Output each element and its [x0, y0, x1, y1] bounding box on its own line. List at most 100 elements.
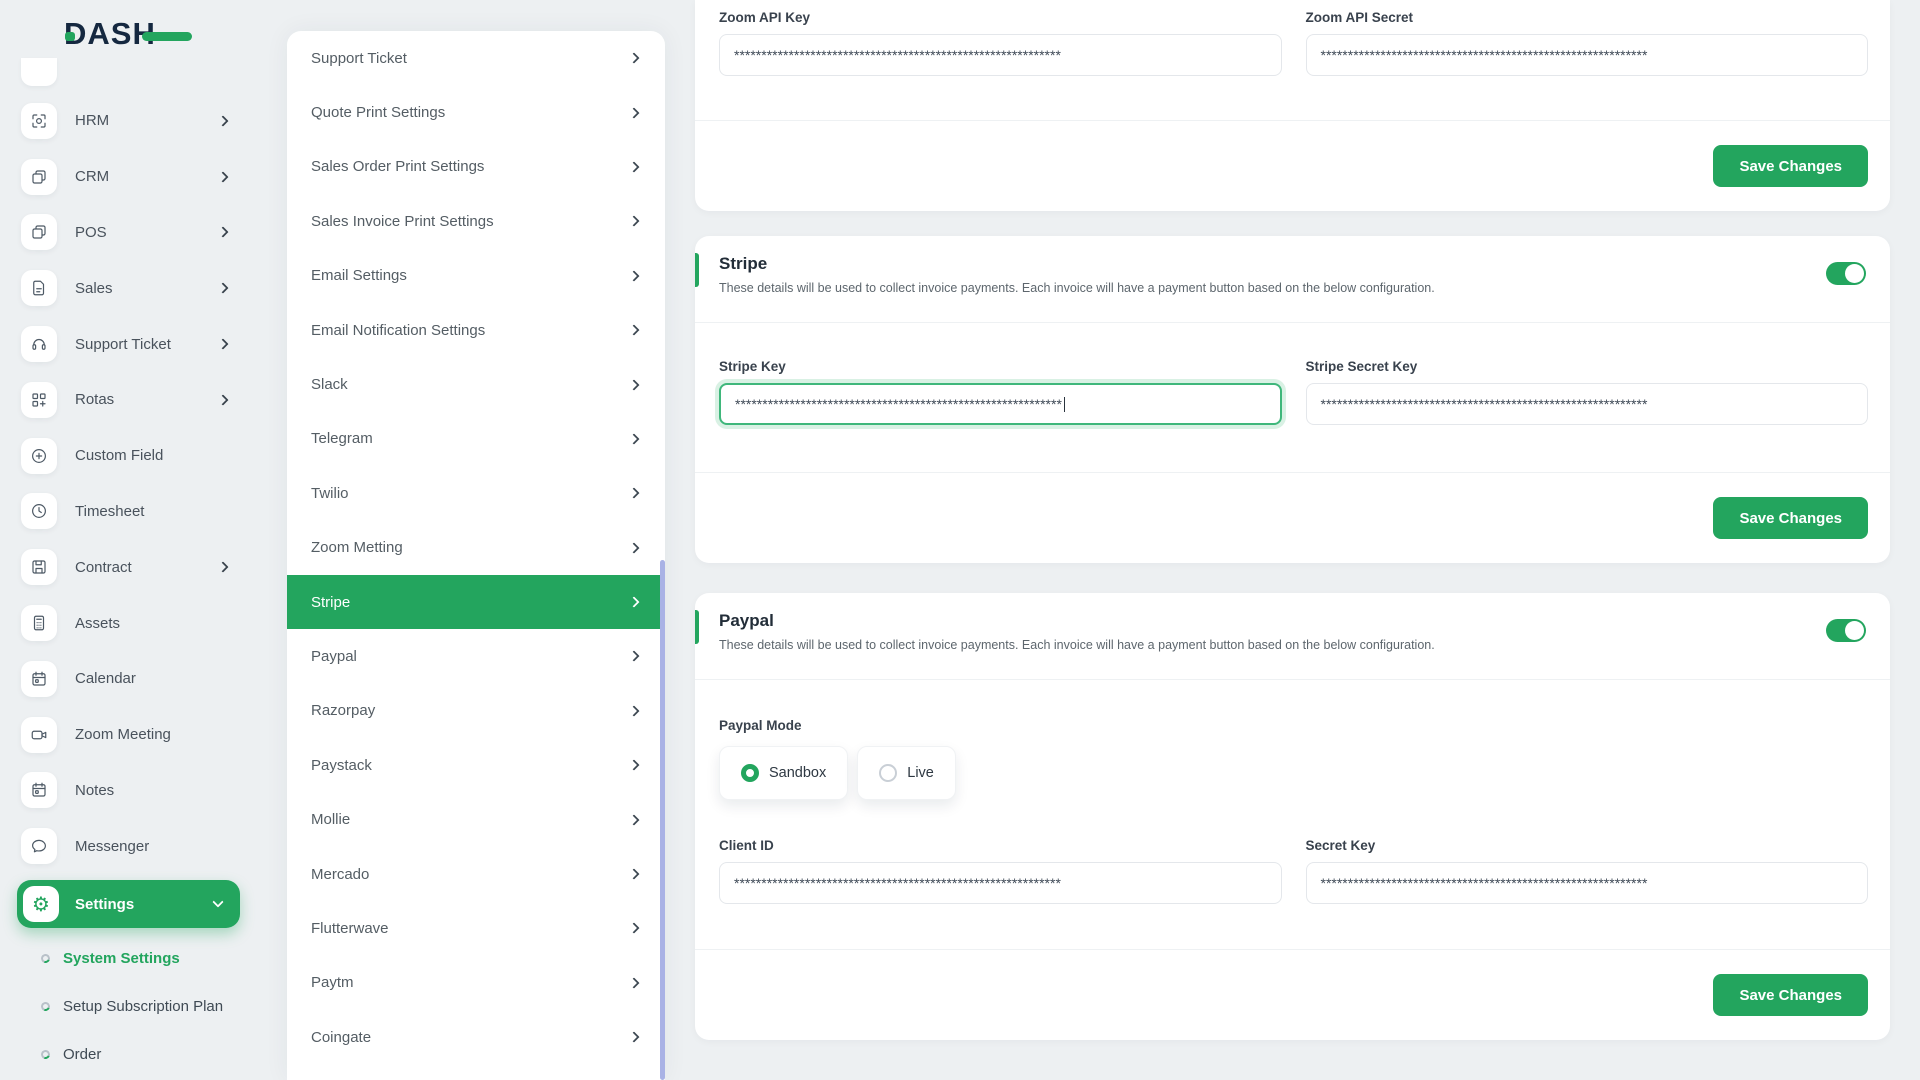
sidebar-nav: HRM CRM POS Sales Support Ticket Rotas: [0, 93, 285, 874]
zoom-api-key-field: Zoom API Key ***************************…: [719, 10, 1282, 76]
sidebar-item-custom-field[interactable]: Custom Field: [0, 428, 285, 484]
app-logo-text: DASH: [64, 16, 156, 51]
paypal-mode-live-radio[interactable]: Live: [857, 746, 956, 800]
sidebar-item-rotas[interactable]: Rotas: [0, 372, 285, 428]
radio-unselected-icon: [879, 764, 898, 782]
sidebar-item-settings[interactable]: ⚙ Settings: [17, 880, 240, 928]
menu-item-quote-print-settings[interactable]: Quote Print Settings: [287, 85, 665, 139]
masked-value: ****************************************…: [1320, 47, 1648, 63]
sidebar-item-label: Support Ticket: [75, 335, 171, 353]
paypal-secret-key-input[interactable]: ****************************************…: [1305, 862, 1868, 904]
menu-item-paypal[interactable]: Paypal: [287, 629, 665, 683]
pos-icon: [21, 214, 57, 251]
masked-value: ****************************************…: [1320, 875, 1648, 891]
save-changes-button[interactable]: Save Changes: [1713, 497, 1868, 539]
chevron-right-icon: [628, 922, 640, 935]
menu-item-paystack[interactable]: Paystack: [287, 738, 665, 792]
chevron-right-icon: [628, 1031, 640, 1043]
menu-item-coingate[interactable]: Coingate: [287, 1010, 665, 1064]
sidebar-item-crm[interactable]: CRM: [0, 149, 285, 205]
paypal-mode-sandbox-radio[interactable]: Sandbox: [719, 746, 849, 800]
paypal-client-id-input[interactable]: ****************************************…: [719, 862, 1282, 904]
sidebar-item-label: Rotas: [75, 391, 115, 409]
menu-item-razorpay[interactable]: Razorpay: [287, 684, 665, 738]
menu-item-flutterwave[interactable]: Flutterwave: [287, 901, 665, 955]
menu-item-label: Sales Invoice Print Settings: [311, 212, 494, 230]
section-title: Paypal: [719, 611, 774, 630]
sidebar-item-sales[interactable]: Sales: [0, 260, 285, 316]
field-label: Zoom API Secret: [1305, 10, 1414, 25]
menu-item-mercado[interactable]: Mercado: [287, 847, 665, 901]
menu-item-support-ticket[interactable]: Support Ticket: [287, 31, 665, 85]
menu-item-sales-invoice-print-settings[interactable]: Sales Invoice Print Settings: [287, 194, 665, 248]
stripe-enabled-toggle[interactable]: [1826, 262, 1866, 285]
menu-item-slack[interactable]: Slack: [287, 357, 665, 411]
video-camera-icon: [21, 716, 57, 753]
section-description: These details will be used to collect in…: [719, 638, 1435, 652]
sidebar-item-calendar[interactable]: Calendar: [0, 651, 285, 707]
menu-item-email-settings[interactable]: Email Settings: [287, 249, 665, 303]
sidebar-item-assets[interactable]: Assets: [0, 595, 285, 651]
menu-scrollbar-thumb[interactable]: [660, 560, 665, 1080]
green-accent-bar: [695, 253, 699, 287]
zoom-api-secret-field: Zoom API Secret ************************…: [1305, 10, 1868, 76]
settings-label: Settings: [75, 895, 135, 913]
sidebar: DASH HRM CRM POS Sales Support Ticket: [0, 0, 285, 1080]
menu-item-label: Sales Order Print Settings: [311, 158, 485, 176]
floppy-icon: [21, 549, 57, 586]
notes-icon: [21, 772, 57, 809]
menu-item-zoom-metting[interactable]: Zoom Metting: [287, 521, 665, 575]
menu-item-paytm[interactable]: Paytm: [287, 956, 665, 1010]
zoom-settings-card: Zoom API Key ***************************…: [695, 0, 1890, 211]
submenu-item-system-settings[interactable]: System Settings: [0, 934, 285, 982]
clock-icon: [21, 493, 57, 530]
bullet-icon: [39, 952, 52, 964]
paypal-mode-options: Sandbox Live: [719, 746, 1890, 800]
paypal-secret-key-field: Secret Key *****************************…: [1305, 838, 1868, 904]
sidebar-item-hrm[interactable]: HRM: [0, 93, 285, 149]
zoom-api-secret-input[interactable]: ****************************************…: [1305, 34, 1868, 76]
sidebar-item-label: POS: [75, 223, 107, 241]
chevron-right-icon: [628, 813, 640, 826]
submenu-item-order[interactable]: Order: [0, 1030, 285, 1078]
chevron-right-icon: [628, 433, 640, 445]
sidebar-item-messenger[interactable]: Messenger: [0, 818, 285, 874]
sidebar-item-notes[interactable]: Notes: [0, 763, 285, 819]
paypal-enabled-toggle[interactable]: [1826, 619, 1866, 642]
toggle-knob: [1845, 264, 1864, 283]
chevron-right-icon: [628, 868, 640, 880]
sidebar-item-zoom-meeting[interactable]: Zoom Meeting: [0, 707, 285, 763]
save-changes-button[interactable]: Save Changes: [1713, 145, 1868, 187]
chevron-right-icon: [628, 52, 640, 64]
menu-item-mollie[interactable]: Mollie: [287, 792, 665, 846]
sidebar-item-support-ticket[interactable]: Support Ticket: [0, 316, 285, 372]
menu-item-label: Twilio: [311, 484, 349, 502]
radio-label: Live: [907, 765, 934, 781]
menu-item-email-notification-settings[interactable]: Email Notification Settings: [287, 303, 665, 357]
chevron-right-icon: [217, 115, 229, 127]
field-label: Client ID: [719, 838, 774, 853]
save-changes-button[interactable]: Save Changes: [1713, 974, 1868, 1016]
sidebar-item-contract[interactable]: Contract: [0, 539, 285, 595]
chevron-right-icon: [217, 226, 229, 239]
crm-icon: [21, 158, 57, 195]
zoom-api-key-input[interactable]: ****************************************…: [719, 34, 1282, 76]
stripe-key-input[interactable]: ****************************************…: [719, 383, 1282, 425]
bullet-icon: [39, 1048, 52, 1060]
menu-item-skrill[interactable]: Skrill: [287, 1064, 665, 1080]
menu-item-stripe-active[interactable]: Stripe: [287, 574, 665, 630]
chevron-right-icon: [628, 650, 640, 663]
sidebar-item-timesheet[interactable]: Timesheet: [0, 484, 285, 540]
app-logo[interactable]: DASH: [64, 16, 194, 56]
sidebar-item-label: Timesheet: [75, 502, 145, 520]
masked-value: ****************************************…: [734, 875, 1061, 891]
menu-item-sales-order-print-settings[interactable]: Sales Order Print Settings: [287, 140, 665, 194]
divider: [695, 472, 1890, 473]
menu-item-telegram[interactable]: Telegram: [287, 412, 665, 466]
menu-item-twilio[interactable]: Twilio: [287, 466, 665, 520]
submenu-item-setup-subscription-plan[interactable]: Setup Subscription Plan: [0, 982, 285, 1030]
sidebar-item-pos[interactable]: POS: [0, 205, 285, 261]
stripe-secret-key-input[interactable]: ****************************************…: [1305, 383, 1868, 425]
menu-item-label: Paypal: [311, 647, 357, 665]
divider: [695, 949, 1890, 950]
